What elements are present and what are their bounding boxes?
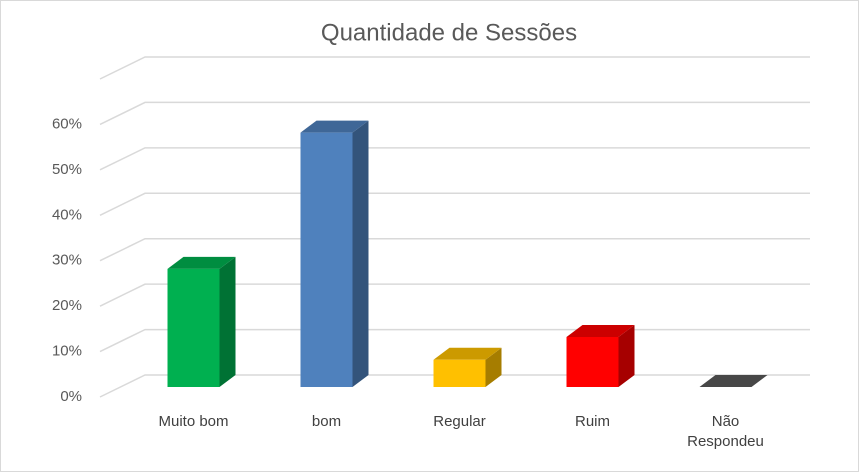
bar xyxy=(566,325,635,387)
bar-front xyxy=(566,337,619,387)
y-tick-label: 60% xyxy=(52,115,82,132)
bar-top xyxy=(300,120,369,133)
y-tick-label: 0% xyxy=(60,388,82,405)
y-tick-label: 10% xyxy=(52,343,82,360)
bar-top xyxy=(433,347,502,360)
bar-top xyxy=(167,256,236,269)
bar-side xyxy=(618,325,635,387)
grid-line xyxy=(99,283,810,307)
grid-line xyxy=(99,237,810,262)
bar-side xyxy=(219,256,236,387)
bar-side xyxy=(485,347,502,387)
bar-top xyxy=(699,375,768,387)
y-tick-label: 50% xyxy=(52,161,82,178)
bar xyxy=(300,120,369,387)
y-tick-label: 20% xyxy=(52,297,82,314)
x-tick-label: Não Respondeu xyxy=(687,413,764,450)
grid-line xyxy=(99,101,810,126)
chart-title: Quantidade de Sessões xyxy=(321,19,577,46)
grid-line xyxy=(99,147,810,171)
bar-front xyxy=(433,359,486,387)
x-tick-label: Ruim xyxy=(574,413,610,430)
bar xyxy=(433,347,502,387)
y-tick-label: 30% xyxy=(52,252,82,269)
y-tick-label: 40% xyxy=(52,206,82,223)
x-tick-label: Muito bom xyxy=(158,413,229,430)
bar-side xyxy=(352,120,369,387)
x-tick-label: Regular xyxy=(433,413,486,430)
bar-front xyxy=(300,132,353,387)
bar xyxy=(699,375,768,387)
bar xyxy=(167,256,236,387)
grid-line xyxy=(99,192,810,216)
bar-top xyxy=(566,325,635,338)
bar-front xyxy=(167,268,220,387)
x-tick-label: bom xyxy=(311,413,342,430)
wall-top xyxy=(99,56,810,80)
